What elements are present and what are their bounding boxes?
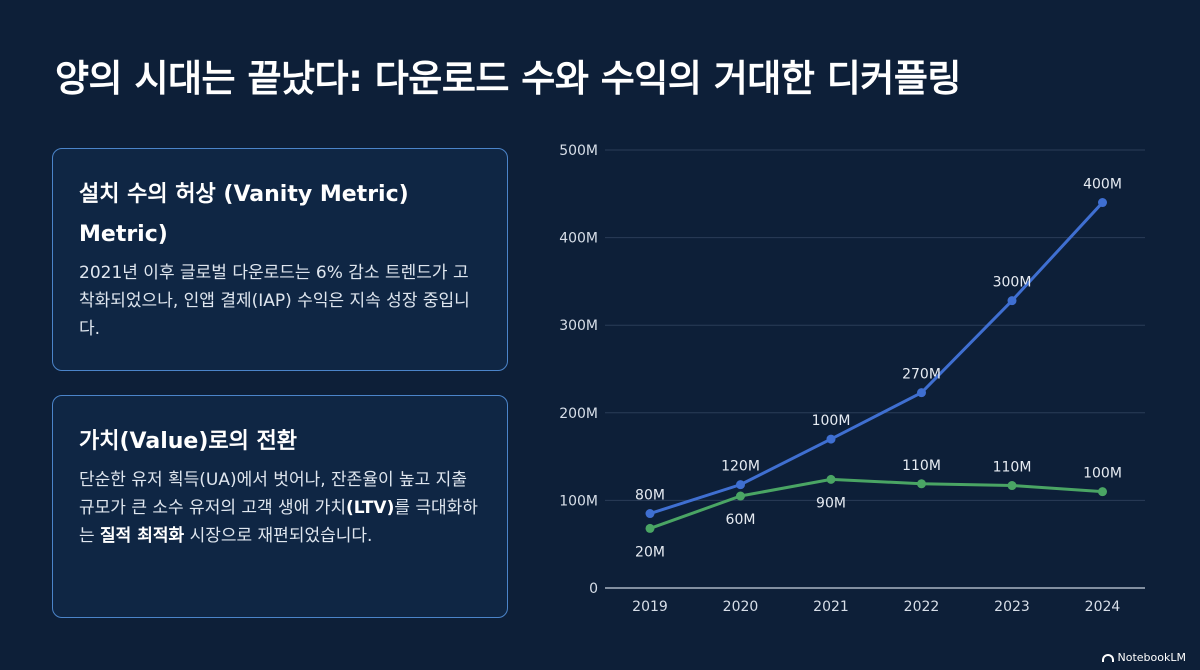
notebooklm-icon	[1101, 653, 1114, 662]
data-label: 300M	[993, 275, 1032, 291]
data-point	[917, 479, 926, 489]
data-label: 120M	[721, 459, 760, 475]
data-label: 400M	[1083, 177, 1122, 193]
x-tick-label: 2024	[1085, 599, 1121, 615]
data-label: 80M	[635, 488, 665, 504]
series-line-0	[649, 201, 1104, 515]
y-tick-label: 100M	[559, 493, 598, 509]
data-point	[826, 474, 836, 484]
data-point	[826, 434, 836, 444]
page-title: 양의 시대는 끝났다: 다운로드 수와 수익의 거대한 디커플링	[55, 57, 961, 100]
line-chart: 0 100M 200M 300M 400M 500M 2019 2020 2021 2022 202…	[559, 143, 1145, 615]
y-tick-label: 400M	[559, 231, 598, 247]
notebooklm-logo: NotebookLM	[1101, 651, 1186, 664]
data-point	[917, 388, 926, 398]
x-tick-label: 2019	[632, 599, 668, 615]
x-tick-label: 2023	[994, 599, 1030, 615]
data-point	[1007, 481, 1017, 491]
card-body-bold-quality: 질적 최적화	[100, 526, 185, 546]
data-point	[736, 491, 745, 501]
series-line-1	[649, 477, 1103, 530]
data-label: 20M	[635, 544, 665, 560]
x-tick-label: 2021	[813, 599, 849, 615]
card-title-line2: Metric)	[79, 222, 168, 247]
data-label: 100M	[812, 413, 851, 429]
y-tick-label: 300M	[559, 318, 598, 334]
x-tick-label: 2020	[723, 599, 759, 615]
data-label: 270M	[902, 367, 941, 383]
card-title-line1: 설치 수의 허상 (Vanity Metric)	[79, 182, 409, 207]
card-body-bold-ltv: (LTV)	[346, 498, 395, 518]
data-label: 100M	[1083, 466, 1122, 482]
card-body: 단순한 유저 획득(UA)에서 벗어나, 잔존율이 높고 지출 규모가 큰 소수…	[79, 466, 481, 550]
data-point	[645, 509, 655, 519]
data-label: 110M	[902, 458, 941, 474]
data-label: 110M	[993, 460, 1032, 476]
data-point	[1007, 296, 1017, 306]
x-tick-label: 2022	[904, 599, 940, 615]
card-title: 설치 수의 허상 (Vanity Metric) Metric)	[79, 175, 481, 255]
data-point	[736, 480, 745, 490]
card-title: 가치(Value)로의 전환	[79, 429, 298, 454]
y-tick-label: 0	[589, 581, 598, 597]
value-shift-card: 가치(Value)로의 전환 단순한 유저 획득(UA)에서 벗어나, 잔존율이…	[52, 395, 508, 618]
card-body-text-end: 시장으로 재편되었습니다.	[184, 526, 373, 546]
y-tick-label: 500M	[559, 143, 598, 159]
card-body-text: 단순한 유저 획득(UA)에서 벗어나, 잔존율이 높고 지출 규모가 큰 소수…	[79, 470, 467, 518]
vanity-metric-card: 설치 수의 허상 (Vanity Metric) Metric) 2021년 이…	[52, 148, 508, 371]
card-body-text-mid: 를 극대화하는	[79, 498, 478, 546]
data-point	[1098, 487, 1107, 497]
logo-text: NotebookLM	[1117, 651, 1186, 664]
data-point	[1098, 198, 1107, 208]
data-label: 90M	[816, 495, 846, 511]
y-tick-label: 200M	[559, 406, 598, 422]
data-label: 60M	[726, 512, 756, 528]
card-body: 2021년 이후 글로벌 다운로드는 6% 감소 트렌드가 고착화되었으나, 인…	[79, 263, 470, 339]
data-point	[645, 523, 655, 533]
